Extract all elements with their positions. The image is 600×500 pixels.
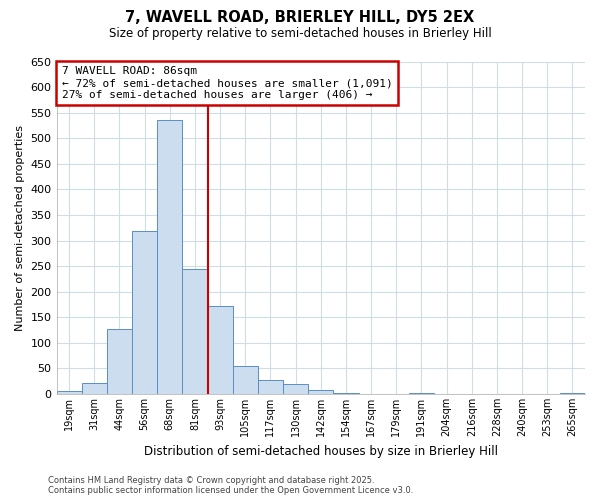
- Bar: [208, 306, 233, 394]
- Text: Contains HM Land Registry data © Crown copyright and database right 2025.
Contai: Contains HM Land Registry data © Crown c…: [48, 476, 413, 495]
- Bar: [82, 383, 107, 394]
- Bar: [283, 384, 308, 394]
- Bar: [56, 392, 82, 394]
- Bar: [409, 393, 434, 394]
- Bar: [132, 232, 157, 394]
- Text: 7 WAVELL ROAD: 86sqm
← 72% of semi-detached houses are smaller (1,091)
27% of se: 7 WAVELL ROAD: 86sqm ← 72% of semi-detac…: [62, 66, 392, 100]
- Y-axis label: Number of semi-detached properties: Number of semi-detached properties: [15, 125, 25, 331]
- Bar: [157, 120, 182, 394]
- Bar: [182, 268, 208, 394]
- Bar: [334, 393, 359, 394]
- Bar: [107, 328, 132, 394]
- Bar: [308, 390, 334, 394]
- Bar: [258, 380, 283, 394]
- Text: Size of property relative to semi-detached houses in Brierley Hill: Size of property relative to semi-detach…: [109, 28, 491, 40]
- X-axis label: Distribution of semi-detached houses by size in Brierley Hill: Distribution of semi-detached houses by …: [144, 444, 498, 458]
- Bar: [560, 393, 585, 394]
- Bar: [233, 366, 258, 394]
- Text: 7, WAVELL ROAD, BRIERLEY HILL, DY5 2EX: 7, WAVELL ROAD, BRIERLEY HILL, DY5 2EX: [125, 10, 475, 25]
